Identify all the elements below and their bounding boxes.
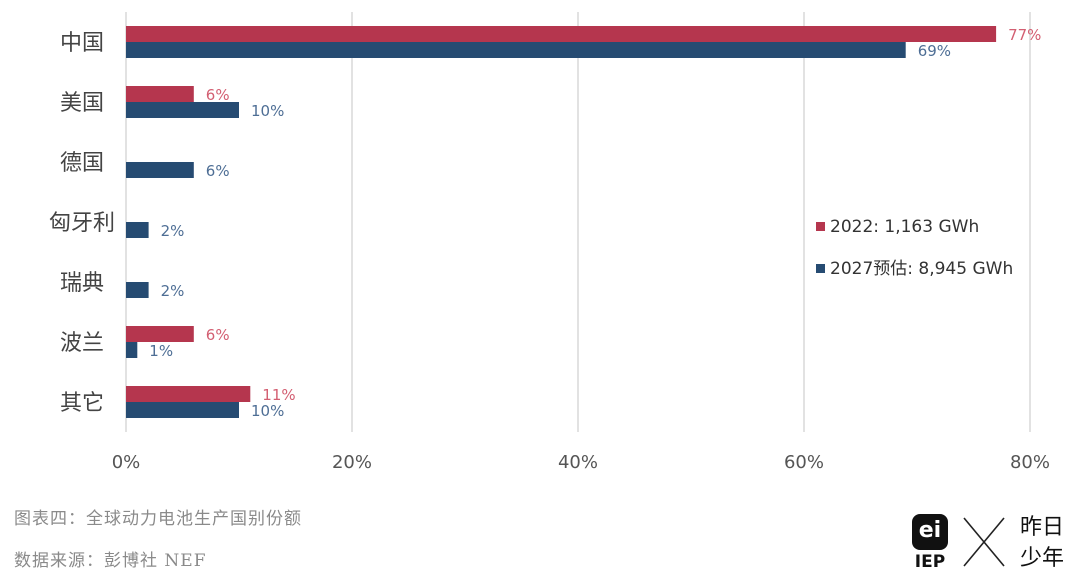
data-label: 69% (918, 42, 951, 60)
cross-icon (963, 517, 1005, 567)
data-label: 6% (206, 326, 230, 344)
x-tick-label: 0% (112, 452, 141, 473)
brand-name: 昨日 少年 (1012, 512, 1072, 574)
data-label: 6% (206, 162, 230, 180)
logo-text: IEP (914, 552, 946, 572)
bar (126, 222, 149, 238)
data-label: 2% (161, 282, 185, 300)
data-label: 2% (161, 222, 185, 240)
iep-logo: ei IEP (912, 514, 948, 572)
data-label: 77% (1008, 26, 1041, 44)
bar (126, 102, 239, 118)
category-label: 德国 (60, 151, 104, 176)
data-label: 11% (262, 386, 295, 404)
category-label: 瑞典 (60, 271, 104, 296)
legend-label: 2027预估: 8,945 GWh (830, 259, 1013, 279)
data-label: 10% (251, 102, 284, 120)
x-tick-label: 40% (558, 452, 598, 473)
bar (126, 342, 138, 358)
chart-caption: 图表四：全球动力电池生产国别份额 (14, 509, 302, 529)
brand-name-line1: 昨日 (1019, 515, 1064, 540)
x-tick-label: 60% (784, 452, 824, 473)
legend-swatch (816, 264, 825, 273)
category-label: 中国 (60, 31, 104, 56)
data-source: 数据来源：彭博社 NEF (14, 551, 207, 571)
logo-mark: ei (912, 514, 948, 550)
category-label: 匈牙利 (49, 211, 115, 236)
bar (126, 42, 906, 58)
data-label: 10% (251, 402, 284, 420)
data-label: 6% (206, 86, 230, 104)
category-label: 其它 (60, 391, 104, 416)
bar (126, 162, 194, 178)
x-tick-label: 20% (332, 452, 372, 473)
bar (126, 282, 149, 298)
category-label: 美国 (60, 91, 104, 116)
x-tick-label: 80% (1010, 452, 1050, 473)
bar (126, 402, 239, 418)
category-label: 波兰 (60, 331, 104, 356)
legend-swatch (816, 222, 825, 231)
legend-label: 2022: 1,163 GWh (830, 217, 979, 237)
data-label: 1% (149, 342, 173, 360)
brand-name-line2: 少年 (1019, 546, 1064, 571)
bar (126, 86, 194, 102)
bar (126, 326, 194, 342)
bar (126, 386, 251, 402)
bar (126, 26, 997, 42)
